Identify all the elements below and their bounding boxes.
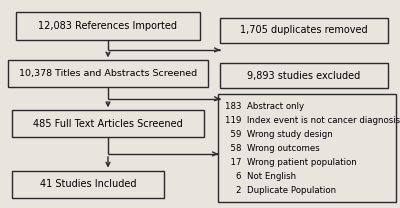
Text: 10,378 Titles and Abstracts Screened: 10,378 Titles and Abstracts Screened bbox=[19, 69, 197, 78]
Text: 9,893 studies excluded: 9,893 studies excluded bbox=[247, 71, 361, 81]
Text: 485 Full Text Articles Screened: 485 Full Text Articles Screened bbox=[33, 119, 183, 129]
Text: 17  Wrong patient population: 17 Wrong patient population bbox=[225, 158, 357, 167]
FancyBboxPatch shape bbox=[220, 63, 388, 88]
Text: 59  Wrong study design: 59 Wrong study design bbox=[225, 130, 333, 139]
FancyBboxPatch shape bbox=[16, 12, 200, 40]
Text: 6  Not English: 6 Not English bbox=[225, 172, 296, 181]
FancyBboxPatch shape bbox=[218, 94, 396, 202]
FancyBboxPatch shape bbox=[220, 18, 388, 43]
FancyBboxPatch shape bbox=[12, 171, 164, 198]
Text: 2  Duplicate Population: 2 Duplicate Population bbox=[225, 186, 336, 195]
FancyBboxPatch shape bbox=[8, 60, 208, 87]
FancyBboxPatch shape bbox=[12, 110, 204, 137]
Text: 183  Abstract only: 183 Abstract only bbox=[225, 102, 304, 111]
Text: 58  Wrong outcomes: 58 Wrong outcomes bbox=[225, 144, 320, 153]
Text: 1,705 duplicates removed: 1,705 duplicates removed bbox=[240, 25, 368, 35]
Text: 41 Studies Included: 41 Studies Included bbox=[40, 179, 136, 189]
Text: 12,083 References Imported: 12,083 References Imported bbox=[38, 21, 178, 31]
Text: 119  Index event is not cancer diagnosis: 119 Index event is not cancer diagnosis bbox=[225, 116, 400, 125]
